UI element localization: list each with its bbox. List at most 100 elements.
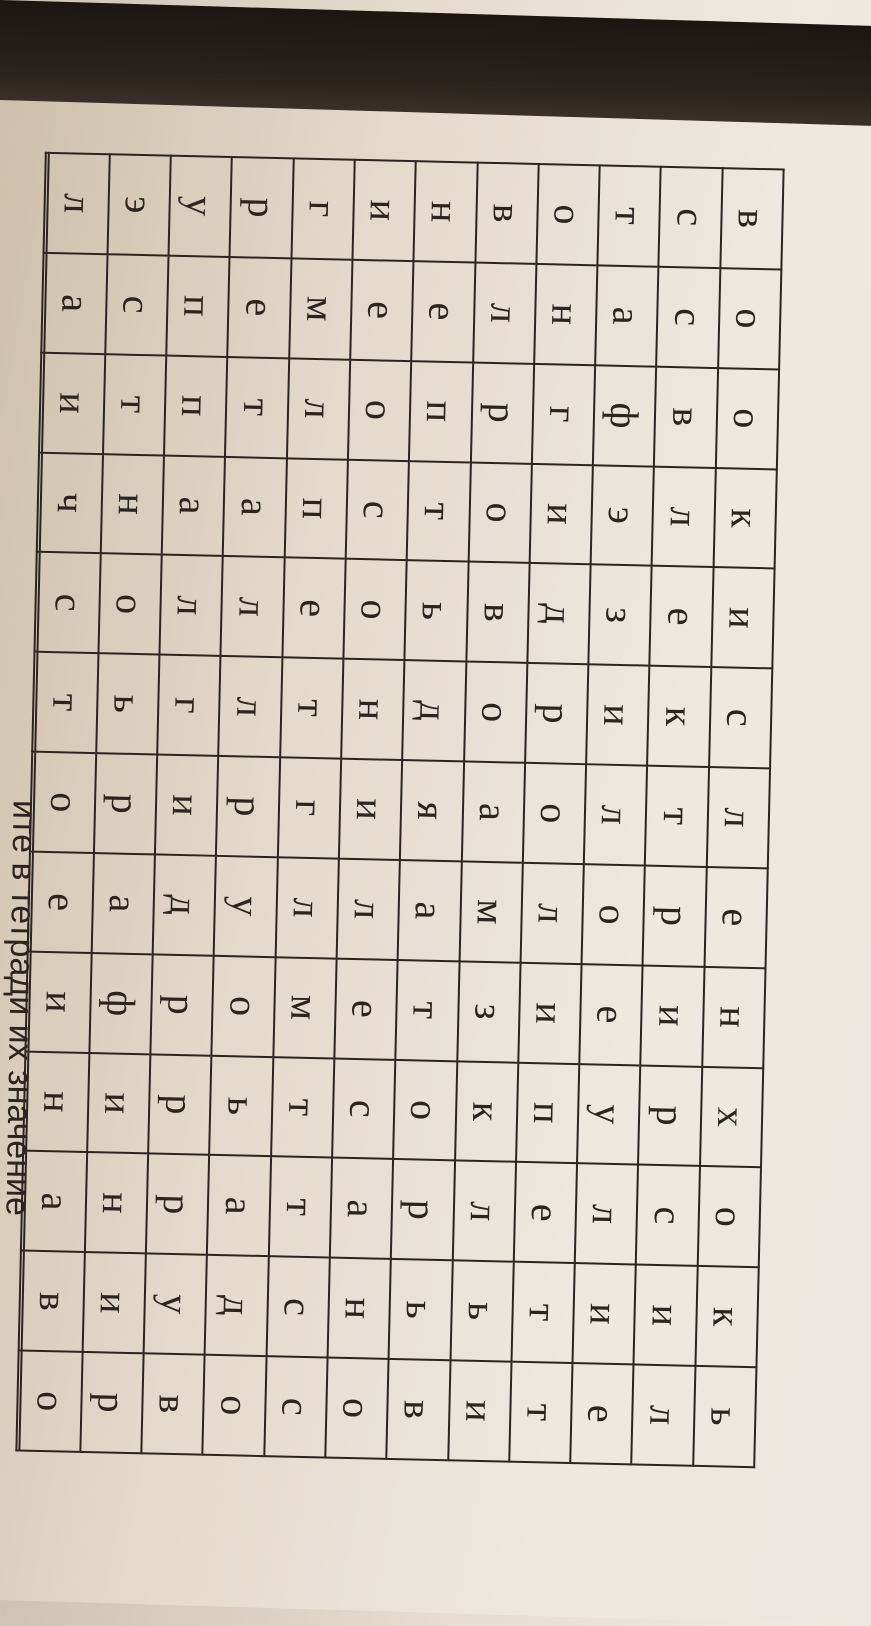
- instruction-text: ите в тетради их значение: [0, 799, 44, 1217]
- grid-cell: ь: [692, 1365, 757, 1468]
- grid-cell: ь: [96, 653, 160, 755]
- grid-cell: д: [205, 1255, 269, 1357]
- grid-cell: в: [654, 366, 718, 468]
- grid-cell: в: [720, 168, 784, 270]
- grid-cell: п: [166, 255, 230, 357]
- grid-cell: ь: [209, 1055, 274, 1157]
- grid-cell: о: [325, 1357, 389, 1459]
- grid-cell: о: [522, 762, 587, 865]
- grid-cell: н: [327, 1257, 392, 1360]
- grid-cell: с: [266, 1256, 330, 1358]
- grid-cell: л: [286, 358, 351, 460]
- grid-cell: р: [638, 1065, 702, 1167]
- grid-cell: н: [534, 263, 598, 366]
- grid-cell: г: [157, 654, 221, 756]
- grid-cell: е: [570, 1363, 634, 1465]
- grid-cell: о: [536, 163, 600, 266]
- grid-cell: к: [647, 665, 712, 768]
- grid-cell: ф: [89, 952, 153, 1054]
- grid-cell: л: [631, 1364, 696, 1466]
- grid-cell: з: [456, 961, 521, 1063]
- grid-cell: р: [93, 753, 158, 855]
- grid-cell: а: [595, 265, 659, 367]
- grid-cell: и: [633, 1264, 698, 1366]
- grid-cell: н: [701, 966, 766, 1068]
- grid-cell: к: [695, 1266, 759, 1368]
- grid-cell: е: [649, 566, 714, 668]
- grid-cell: ч: [39, 452, 103, 554]
- grid-cell: г: [531, 363, 596, 465]
- grid-cell: е: [350, 259, 414, 361]
- grid-cell: д: [152, 854, 217, 956]
- grid-cell: а: [329, 1157, 394, 1260]
- grid-cell: у: [143, 1253, 208, 1355]
- grid-cell: с: [656, 266, 721, 368]
- grid-cell: р: [150, 954, 215, 1056]
- grid-cell: а: [397, 859, 462, 962]
- grid-cell: о: [202, 1354, 267, 1457]
- grid-cell: л: [336, 858, 401, 960]
- grid-cell: е: [227, 256, 292, 359]
- grid-cell: а: [223, 456, 287, 558]
- grid-cell: а: [161, 455, 226, 557]
- grid-cell: ь: [450, 1260, 514, 1362]
- grid-cell: о: [393, 1059, 457, 1161]
- grid-cell: д: [527, 563, 591, 665]
- grid-cell: г: [277, 757, 342, 859]
- grid-cell: р: [470, 362, 535, 464]
- grid-cell: р: [642, 865, 707, 967]
- grid-cell: л: [220, 556, 285, 658]
- grid-cell: о: [18, 1350, 83, 1452]
- grid-cell: р: [229, 157, 294, 259]
- grid-cell: и: [640, 965, 705, 1067]
- grid-cell: у: [214, 855, 278, 957]
- grid-cell: с: [708, 667, 773, 769]
- grid-cell: и: [87, 1052, 151, 1154]
- grid-cell: а: [461, 761, 525, 863]
- grid-cell: т: [225, 356, 289, 458]
- grid-cell: с: [37, 552, 101, 654]
- grid-cell: т: [270, 1056, 335, 1158]
- grid-cell: т: [395, 959, 460, 1061]
- grid-cell: и: [155, 754, 219, 856]
- grid-cell: с: [264, 1356, 328, 1458]
- grid-cell: л: [452, 1160, 516, 1262]
- grid-cell: и: [41, 352, 106, 454]
- grid-cell: я: [400, 760, 464, 862]
- grid-cell: э: [107, 154, 171, 256]
- grid-cell: в: [465, 561, 530, 664]
- grid-cell: н: [84, 1152, 149, 1254]
- grid-cell: л: [520, 862, 584, 964]
- grid-cell: л: [472, 262, 537, 364]
- grid-cell: з: [588, 564, 653, 666]
- grid-cell: е: [704, 866, 768, 969]
- grid-cell: т: [511, 1261, 575, 1364]
- grid-cell: у: [577, 1063, 641, 1165]
- grid-cell: к: [454, 1060, 519, 1163]
- grid-cell: о: [715, 367, 780, 469]
- grid-cell: у: [168, 155, 233, 257]
- grid-cell: т: [597, 165, 662, 267]
- grid-cell: в: [386, 1359, 451, 1461]
- grid-cell: и: [82, 1252, 147, 1354]
- grid-cell: е: [411, 261, 476, 363]
- grid-cell: с: [105, 254, 169, 356]
- grid-cell: п: [284, 457, 348, 560]
- grid-cell: х: [699, 1066, 764, 1168]
- grid-cell: и: [711, 567, 775, 669]
- grid-cell: о: [98, 553, 162, 655]
- grid-cell: л: [159, 554, 224, 657]
- grid-cell: а: [207, 1155, 271, 1257]
- grid-cell: в: [21, 1250, 85, 1353]
- grid-cell: р: [391, 1159, 455, 1261]
- grid-cell: о: [717, 267, 782, 370]
- grid-cell: п: [164, 355, 228, 457]
- grid-cell: п: [515, 1062, 580, 1164]
- grid-cell: и: [572, 1263, 637, 1365]
- grid-cell: п: [409, 360, 473, 463]
- grid-cell: г: [291, 158, 355, 260]
- grid-cell: н: [341, 658, 405, 761]
- grid-cell: о: [463, 661, 528, 763]
- grid-cell: м: [288, 258, 353, 360]
